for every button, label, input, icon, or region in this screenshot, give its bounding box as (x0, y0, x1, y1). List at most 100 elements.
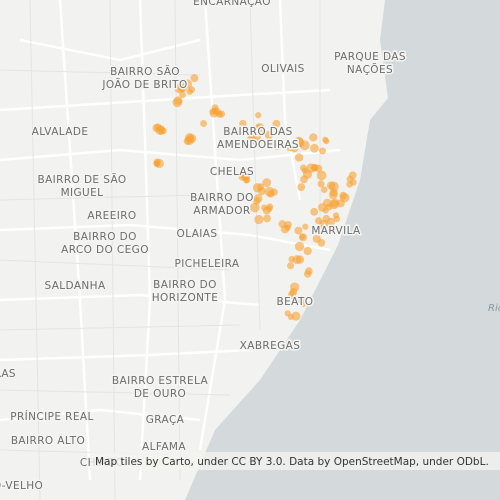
point (327, 217, 336, 226)
point (297, 297, 308, 308)
place-label: NAÇÕES (347, 63, 393, 76)
place-label: CHELAS (210, 166, 254, 178)
point (322, 136, 329, 143)
streets (0, 0, 321, 500)
point (303, 246, 312, 256)
place-label: BAIRRO DO (73, 231, 137, 243)
point (154, 158, 164, 169)
point (177, 83, 186, 92)
point (289, 282, 300, 292)
point (294, 241, 305, 252)
point (294, 153, 304, 162)
place-label: OLAIAS (177, 228, 218, 240)
point (211, 104, 219, 112)
point (314, 217, 323, 225)
point (348, 171, 357, 180)
point (305, 267, 313, 275)
place-label: MIGUEL (61, 187, 104, 199)
point (243, 176, 251, 184)
point (190, 74, 199, 83)
point (328, 181, 339, 192)
point (294, 226, 303, 235)
roads (0, 0, 341, 481)
place-label: JOÃO DE BRITO (101, 78, 187, 91)
point (340, 193, 350, 203)
point (299, 233, 306, 240)
place-label: BAIRRO SÃO (110, 65, 180, 78)
point (249, 202, 260, 213)
point (183, 137, 192, 146)
attribution: Map tiles by Carto, under CC BY 3.0. Dat… (95, 456, 489, 468)
river (185, 0, 500, 500)
point (239, 119, 247, 128)
point (314, 164, 323, 173)
point (299, 164, 307, 172)
point (261, 204, 268, 211)
point (319, 147, 327, 155)
place-label: OLIVAIS (261, 63, 304, 75)
point (294, 137, 304, 148)
place-label: BAIRRO DAS (223, 126, 292, 138)
place-label: BAIRRO DO (190, 192, 254, 204)
place-label: GRAÇA (146, 414, 185, 426)
point (316, 170, 327, 181)
place-label: ARCO DO CEGO (61, 244, 149, 256)
place-label: O-VELHO (0, 480, 43, 492)
point (263, 214, 271, 223)
point (280, 225, 290, 234)
place-label: AREEIRO (87, 210, 136, 222)
place-label: HORIZONTE (152, 292, 219, 304)
point (328, 190, 338, 200)
place-label: AMENDOEIRAS (217, 139, 299, 151)
place-label: PRÍNCIPE REAL (10, 410, 93, 423)
point (284, 310, 291, 317)
point (332, 212, 340, 219)
point (300, 175, 308, 184)
point (182, 79, 193, 89)
place-label: ARMADOR (193, 205, 250, 217)
place-label: ALVALADE (32, 126, 89, 138)
point (264, 130, 274, 140)
point (317, 225, 326, 233)
point (247, 134, 257, 145)
point (287, 262, 295, 270)
point (179, 91, 186, 99)
point (318, 203, 327, 212)
place-label: ENCARNAÇÃO (193, 0, 271, 8)
point (272, 140, 282, 151)
place-label: BEATO (277, 296, 314, 308)
point-layer (152, 74, 357, 321)
point (288, 255, 295, 263)
place-label: PICHELEIRA (175, 258, 240, 270)
point (309, 133, 318, 142)
point (310, 207, 319, 216)
point (252, 183, 263, 193)
point (254, 124, 262, 132)
place-label: PARQUE DAS (334, 51, 406, 63)
point (253, 197, 261, 205)
place-label: ALFAMA (142, 441, 186, 453)
place-label: SALDANHA (44, 280, 106, 292)
point (349, 178, 357, 186)
point (272, 119, 281, 128)
point (306, 163, 316, 173)
place-label: BAIRRO ESTRELA (112, 375, 209, 387)
point (270, 188, 278, 196)
point (262, 178, 272, 188)
place-label: MARVILA (311, 225, 361, 237)
point (188, 86, 196, 93)
point (317, 180, 325, 188)
point (285, 143, 295, 152)
point (254, 214, 264, 225)
point (172, 97, 183, 108)
point (266, 203, 274, 211)
point (291, 311, 301, 321)
point (320, 186, 328, 193)
attribution-bg (90, 452, 500, 470)
point (155, 125, 166, 136)
water-label: Ric (488, 303, 500, 314)
point (302, 223, 309, 230)
place-label: BAIRRO DO (153, 279, 217, 291)
point (200, 120, 208, 128)
